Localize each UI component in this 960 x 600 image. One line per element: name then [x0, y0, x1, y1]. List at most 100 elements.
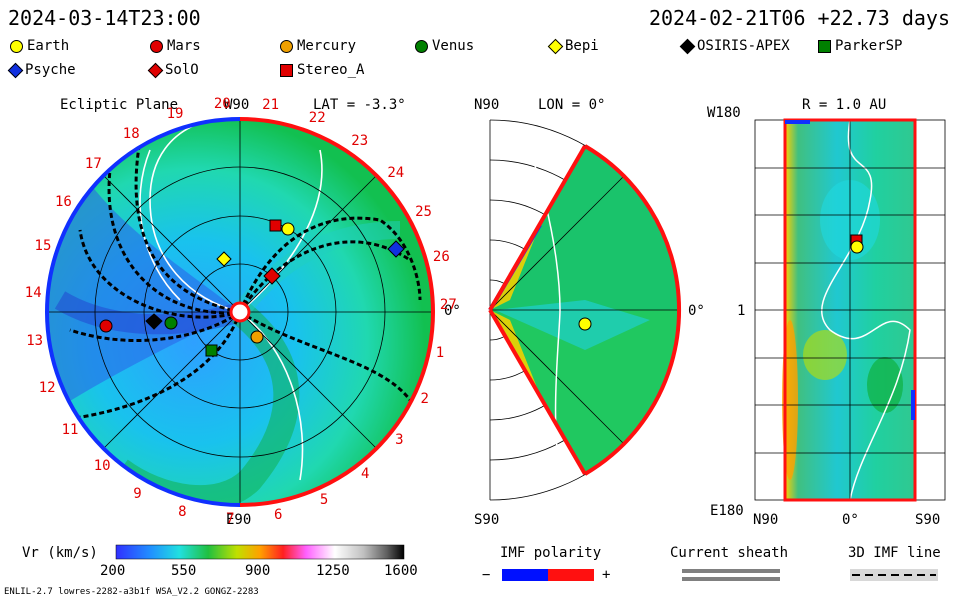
rotation-number: 19	[166, 105, 184, 122]
colorbar-tick-900: 900	[245, 563, 271, 579]
rotation-number: 12	[38, 379, 56, 396]
mercury-marker	[250, 330, 264, 344]
imf-plus: +	[602, 567, 611, 583]
solo-marker	[263, 267, 281, 285]
legend: Earth Mars Mercury Venus Bepi OSIRIS-APEX Park…	[7, 38, 940, 86]
meridional-top-left: N90	[474, 97, 500, 113]
radial-bottom-left: E180	[710, 503, 744, 519]
legend-label: ParkerSP	[835, 38, 903, 54]
current-sheath-line-1	[682, 569, 780, 573]
velocity-colorbar	[115, 544, 405, 560]
meridional-earth-marker	[578, 317, 592, 331]
sheath-title: Current sheath	[670, 545, 789, 561]
venus-marker	[164, 316, 178, 330]
legend-item-mars: Mars	[150, 38, 201, 54]
stereo-a-marker	[269, 219, 282, 232]
legend-label: Bepi	[565, 38, 599, 54]
ecliptic-bottom-label: E90	[226, 512, 252, 528]
legend-label: Stereo_A	[297, 62, 365, 78]
colorbar-tick-1250: 1250	[316, 563, 350, 579]
mars-marker	[99, 319, 113, 333]
rotation-number: 1	[435, 345, 445, 362]
rotation-number: 7	[225, 510, 235, 527]
radial-tick-0: 0°	[842, 512, 859, 528]
legend-label: Earth	[27, 38, 70, 54]
meridional-right-label: 0°	[688, 303, 705, 319]
radial-top-left: W180	[707, 105, 741, 121]
ecliptic-top-label: W90	[224, 97, 250, 113]
model-info: ENLIL-2.7 lowres-2282-a3b1f WSA_V2.2 GON…	[4, 587, 259, 597]
current-sheath-line-2	[682, 577, 780, 581]
legend-label: Venus	[432, 38, 475, 54]
rotation-number: 15	[34, 237, 52, 254]
ecliptic-right-label: 0°	[444, 303, 461, 319]
square-marker-icon	[280, 63, 293, 77]
imf-positive-swatch	[548, 569, 594, 581]
rotation-number: 10	[93, 458, 111, 475]
radial-tick-n90: N90	[753, 512, 779, 528]
legend-item-stereo-a: Stereo_A	[280, 62, 364, 78]
legend-item-venus: Venus	[415, 38, 474, 54]
circle-marker-icon	[10, 39, 23, 53]
legend-label: Mercury	[297, 38, 357, 54]
rotation-number: 23	[351, 132, 369, 149]
imf-minus: −	[482, 567, 491, 583]
rotation-number: 18	[122, 125, 140, 142]
legend-label: Mars	[167, 38, 201, 54]
rotation-number: 22	[308, 109, 326, 126]
rotation-number: 27	[439, 296, 457, 313]
rotation-number: 8	[178, 503, 187, 520]
rotation-number: 16	[54, 193, 72, 210]
legend-item-parkersp: ParkerSP	[818, 38, 902, 54]
rotation-number: 24	[387, 164, 405, 181]
rotation-number: 25	[415, 204, 432, 221]
legend-label: OSIRIS-APEX	[697, 38, 790, 54]
legend-item-mercury: Mercury	[280, 38, 356, 54]
bepi-marker	[216, 251, 232, 267]
radial-tick-s90: S90	[915, 512, 941, 528]
rotation-number: 2	[420, 390, 429, 407]
rotation-number: 20	[213, 95, 231, 112]
radial-r: R = 1.0 AU	[802, 97, 887, 113]
circle-marker-icon	[280, 39, 293, 53]
rotation-number: 5	[319, 491, 329, 508]
meridional-panel	[488, 119, 681, 501]
meridional-bottom-left: S90	[474, 512, 500, 528]
legend-item-psyche: Psyche	[7, 62, 76, 78]
rotation-number: 26	[432, 249, 450, 266]
legend-item-earth: Earth	[10, 38, 69, 54]
rotation-number: 11	[61, 422, 79, 439]
circle-marker-icon	[415, 39, 428, 53]
ecliptic-title: Ecliptic Plane	[60, 97, 179, 113]
rotation-number: 21	[262, 97, 279, 114]
legend-item-bepi: Bepi	[547, 38, 599, 54]
circle-marker-icon	[150, 39, 163, 53]
radial-panel	[754, 118, 946, 502]
colorbar-tick-1600: 1600	[384, 563, 418, 579]
radial-earth-marker	[850, 240, 864, 254]
rotation-number: 17	[84, 155, 102, 172]
rotation-number: 14	[24, 284, 42, 301]
rotation-number: 4	[361, 466, 370, 483]
radial-mid-left: 1	[737, 303, 746, 319]
legend-label: SolO	[165, 62, 199, 78]
rotation-number: 6	[274, 506, 283, 523]
rotation-number: 13	[26, 333, 44, 350]
legend-item-solo: SolO	[147, 62, 199, 78]
square-marker-icon	[818, 39, 831, 53]
parkersp-marker	[205, 344, 218, 357]
psyche-marker	[387, 240, 405, 258]
imf-negative-swatch	[502, 569, 548, 581]
right-datetime: 2024-02-21T06 +22.73 days	[648, 6, 950, 30]
legend-item-osiris-apex: OSIRIS-APEX	[679, 38, 790, 54]
earth-marker	[281, 222, 295, 236]
legend-label: Psyche	[25, 62, 76, 78]
left-datetime: 2024-03-14T23:00	[8, 6, 201, 30]
rotation-number: 9	[133, 486, 142, 503]
ecliptic-plane-panel	[45, 117, 435, 507]
colorbar-tick-550: 550	[171, 563, 197, 579]
ecliptic-lat: LAT = -3.3°	[313, 97, 406, 113]
colorbar-tick-200: 200	[100, 563, 126, 579]
osiris-apex-marker	[145, 313, 163, 330]
